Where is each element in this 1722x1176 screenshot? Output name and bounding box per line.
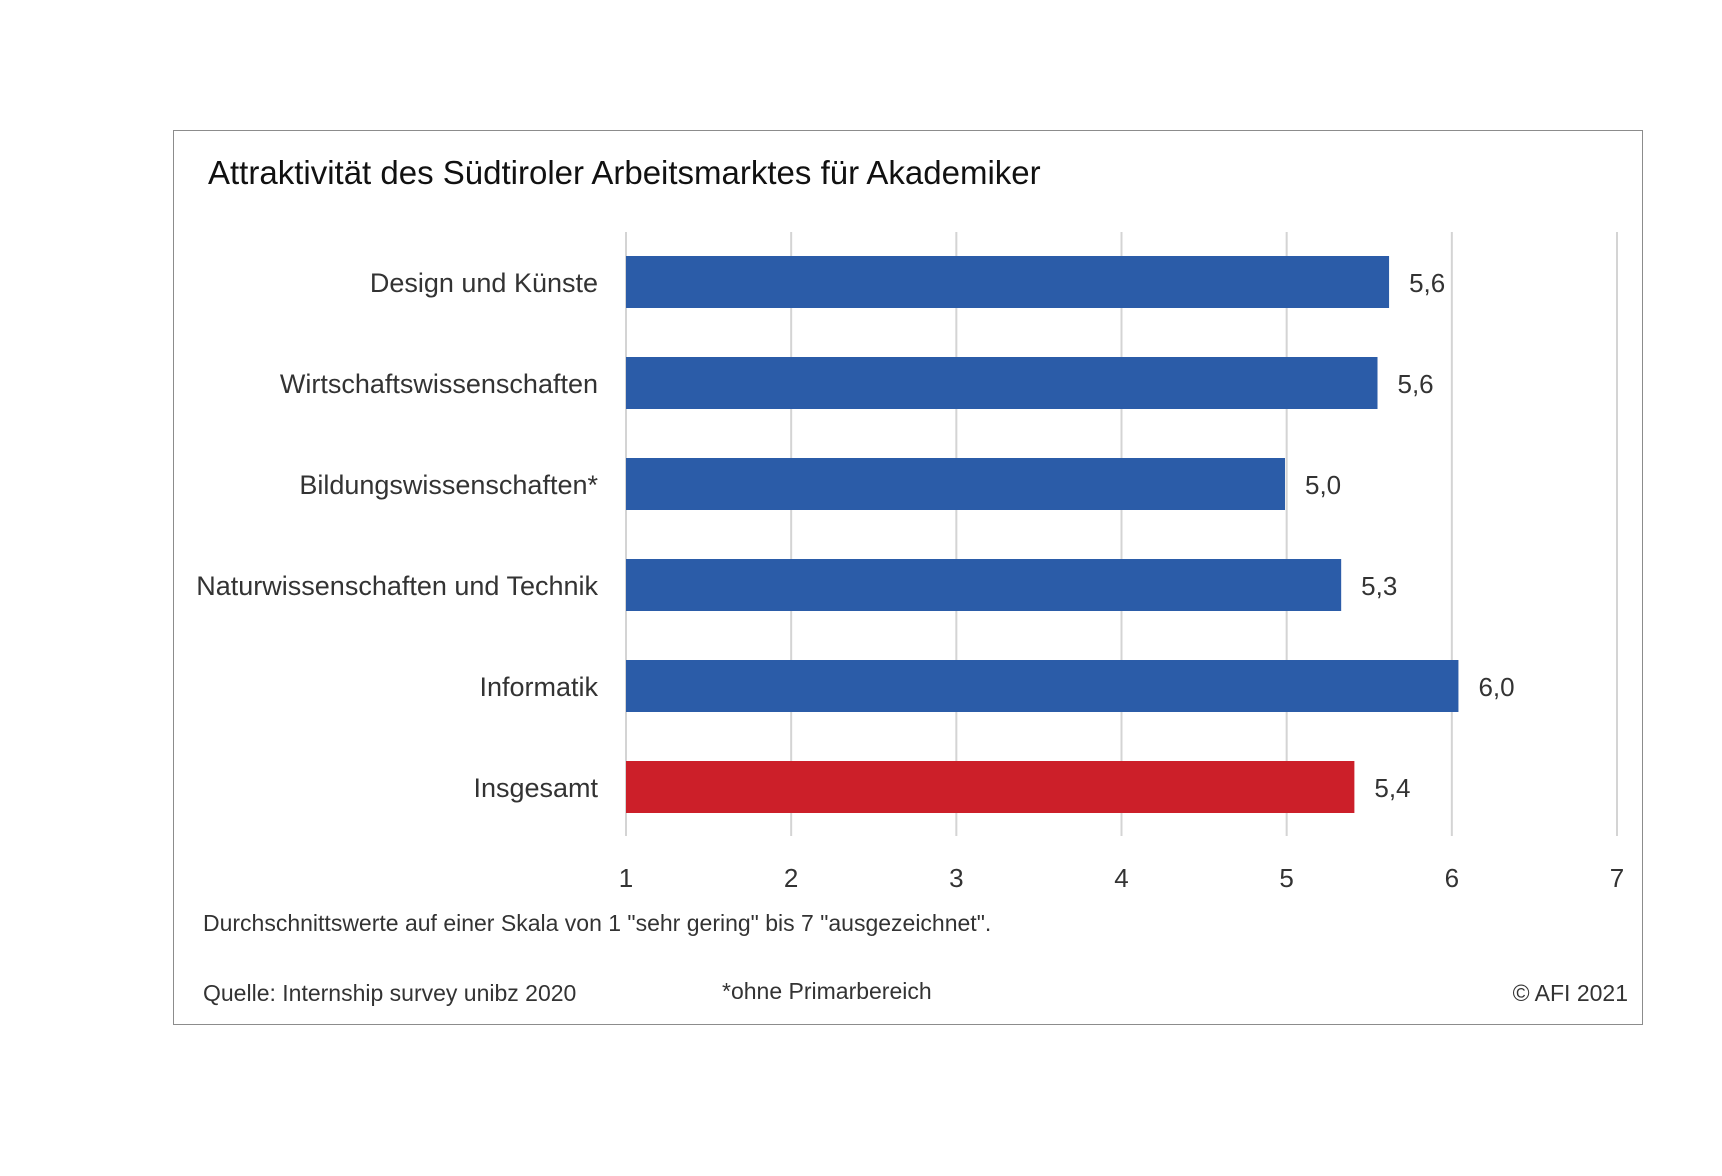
category-label-3: Bildungswissenschaften* [299, 470, 598, 500]
value-label-4: 5,3 [1361, 571, 1397, 601]
category-label-5: Informatik [479, 672, 598, 702]
bar-1 [626, 256, 1390, 308]
x-tick-label-7: 7 [1610, 863, 1624, 893]
category-label-1: Design und Künste [370, 268, 598, 298]
category-label-2: Wirtschaftswissenschaften [280, 369, 598, 399]
bar-3 [626, 458, 1286, 510]
value-label-2: 5,6 [1398, 369, 1434, 399]
x-tick-label-2: 2 [784, 863, 798, 893]
scale-note: Durchschnittswerte auf einer Skala von 1… [203, 910, 992, 936]
x-tick-label-6: 6 [1445, 863, 1459, 893]
value-label-6: 5,4 [1374, 773, 1410, 803]
category-label-6: Insgesamt [473, 773, 598, 803]
copyright: © AFI 2021 [1512, 980, 1628, 1006]
bar-5 [626, 660, 1459, 712]
footnote: *ohne Primarbereich [722, 978, 932, 1004]
x-tick-label-4: 4 [1114, 863, 1128, 893]
x-tick-label-3: 3 [949, 863, 963, 893]
source-note: Quelle: Internship survey unibz 2020 [203, 980, 577, 1006]
bar-2 [626, 357, 1378, 409]
bar-4 [626, 559, 1342, 611]
value-label-1: 5,6 [1409, 268, 1445, 298]
chart-title: Attraktivität des Südtiroler Arbeitsmark… [208, 154, 1041, 191]
value-label-3: 5,0 [1305, 470, 1341, 500]
bar-6 [626, 761, 1355, 813]
x-tick-label-5: 5 [1279, 863, 1293, 893]
x-tick-label-1: 1 [619, 863, 633, 893]
category-label-4: Naturwissenschaften und Technik [196, 571, 598, 601]
value-label-5: 6,0 [1478, 672, 1514, 702]
